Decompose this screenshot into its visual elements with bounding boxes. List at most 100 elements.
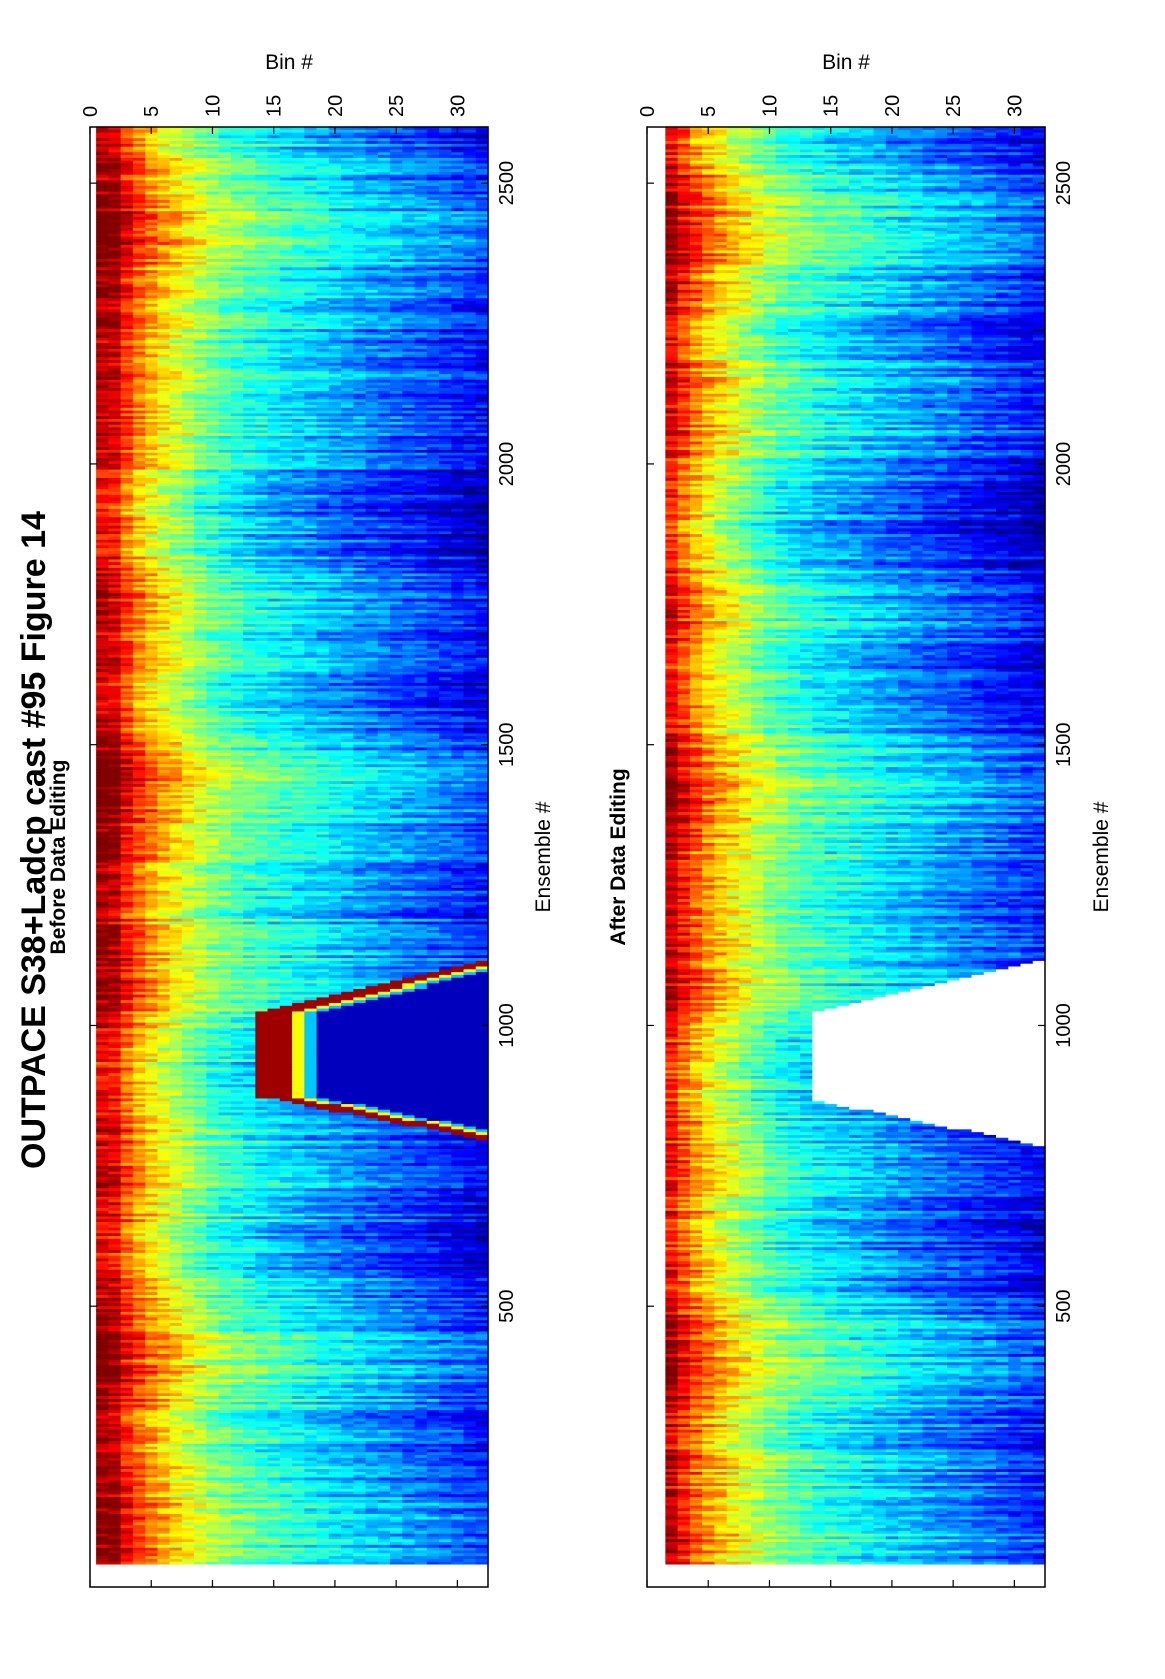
heatmap-cell <box>267 1527 281 1531</box>
heatmap-cell <box>145 1552 158 1557</box>
heatmap-cell <box>292 1524 305 1529</box>
heatmap-cell <box>463 1558 477 1562</box>
heatmap-cell <box>304 1530 318 1534</box>
heatmap-cell <box>194 1549 207 1554</box>
heatmap-cell <box>255 1541 269 1545</box>
heatmap-cell <box>377 1521 391 1526</box>
heatmap-cell <box>132 1544 146 1548</box>
heatmap-cell <box>414 1524 428 1529</box>
heatmap-cell <box>328 1544 342 1548</box>
heatmap-cell <box>194 1558 207 1562</box>
heatmap-cell <box>316 1549 330 1554</box>
heatmap-cell <box>390 1530 403 1534</box>
heatmap-cell <box>475 1541 489 1545</box>
heatmap-cell <box>390 1549 403 1554</box>
heatmap-cell <box>341 1541 354 1545</box>
heatmap-cell <box>194 1544 207 1548</box>
heatmap-cell <box>243 1552 256 1557</box>
heatmap-cell <box>451 1558 465 1562</box>
heatmap-cell <box>108 1561 122 1565</box>
heatmap-cell <box>169 1524 183 1529</box>
heatmap-cell <box>108 1533 122 1537</box>
heatmap-cell <box>169 1535 183 1540</box>
heatmap-cell <box>145 1544 158 1548</box>
heatmap-cell <box>377 1524 391 1529</box>
heatmap-cell <box>230 1561 244 1565</box>
heatmap-cell <box>157 1549 171 1554</box>
heatmap-cell <box>341 1538 354 1543</box>
heatmap-cell <box>230 1549 244 1554</box>
heatmap-cell <box>292 1561 305 1565</box>
heatmap-cell <box>108 1530 122 1534</box>
heatmap-cell <box>96 1555 109 1559</box>
heatmap-cell <box>132 1524 146 1529</box>
heatmap-cell <box>181 1541 195 1545</box>
heatmap-cell <box>267 1541 281 1545</box>
heatmap-cell <box>292 1558 305 1562</box>
heatmap-cell <box>169 1521 183 1526</box>
heatmap-cell <box>475 1561 489 1565</box>
heatmap-cell <box>108 1524 122 1529</box>
heatmap-cell <box>243 1547 256 1551</box>
heatmap-cell <box>365 1549 379 1554</box>
heatmap-cell <box>402 1524 416 1529</box>
heatmap-cell <box>230 1552 244 1557</box>
heatmap-cell <box>292 1541 305 1545</box>
heatmap-cell <box>255 1524 269 1529</box>
heatmap-cell <box>365 1524 379 1529</box>
heatmap-cell <box>365 1535 379 1540</box>
heatmap-cell <box>145 1555 158 1559</box>
heatmap-cell <box>341 1527 354 1531</box>
heatmap-cell <box>402 1558 416 1562</box>
heatmap-cell <box>414 1544 428 1548</box>
heatmap-cell <box>279 1530 293 1534</box>
heatmap-cell <box>341 1530 354 1534</box>
heatmap-cell <box>439 1544 452 1548</box>
heatmap-cell <box>267 1549 281 1554</box>
heatmap-cell <box>181 1558 195 1562</box>
heatmap-cell <box>463 1555 477 1559</box>
heatmap-cell <box>353 1552 367 1557</box>
heatmap-cell <box>206 1521 220 1526</box>
heatmap-cell <box>279 1547 293 1551</box>
heatmap-cell <box>463 1561 477 1565</box>
heatmap-cell <box>316 1544 330 1548</box>
heatmap-cell <box>377 1541 391 1545</box>
heatmap-cell <box>426 1521 440 1526</box>
heatmap-cell <box>145 1521 158 1526</box>
heatmap-cell <box>365 1558 379 1562</box>
heatmap-cell <box>402 1538 416 1543</box>
heatmap-cell <box>365 1527 379 1531</box>
heatmap-cell <box>365 1530 379 1534</box>
heatmap-cell <box>463 1538 477 1543</box>
heatmap-cell <box>230 1530 244 1534</box>
heatmap-cell <box>267 1552 281 1557</box>
heatmap-cell <box>230 1555 244 1559</box>
heatmap-cell <box>390 1521 403 1526</box>
heatmap-cell <box>145 1533 158 1537</box>
heatmap-cell <box>328 1558 342 1562</box>
heatmap-cell <box>439 1558 452 1562</box>
heatmap-cell <box>267 1533 281 1537</box>
heatmap-cell <box>292 1527 305 1531</box>
heatmap-cell <box>169 1530 183 1534</box>
heatmap-cell <box>243 1549 256 1554</box>
heatmap-cell <box>316 1558 330 1562</box>
heatmap-cell <box>206 1524 220 1529</box>
heatmap-cell <box>243 1541 256 1545</box>
heatmap-cell <box>267 1544 281 1548</box>
heatmap-cell <box>194 1524 207 1529</box>
heatmap-cell <box>279 1538 293 1543</box>
heatmap-cell <box>463 1524 477 1529</box>
heatmap-cell <box>120 1541 134 1545</box>
heatmap-cell <box>390 1535 403 1540</box>
heatmap-cell <box>390 1541 403 1545</box>
heatmap-cell <box>218 1527 232 1531</box>
heatmap-cell <box>96 1541 109 1545</box>
heatmap-cell <box>230 1533 244 1537</box>
heatmap-cell <box>377 1533 391 1537</box>
heatmap-cell <box>353 1555 367 1559</box>
heatmap-cell <box>426 1530 440 1534</box>
heatmap-cell <box>402 1535 416 1540</box>
heatmap-cell <box>292 1547 305 1551</box>
